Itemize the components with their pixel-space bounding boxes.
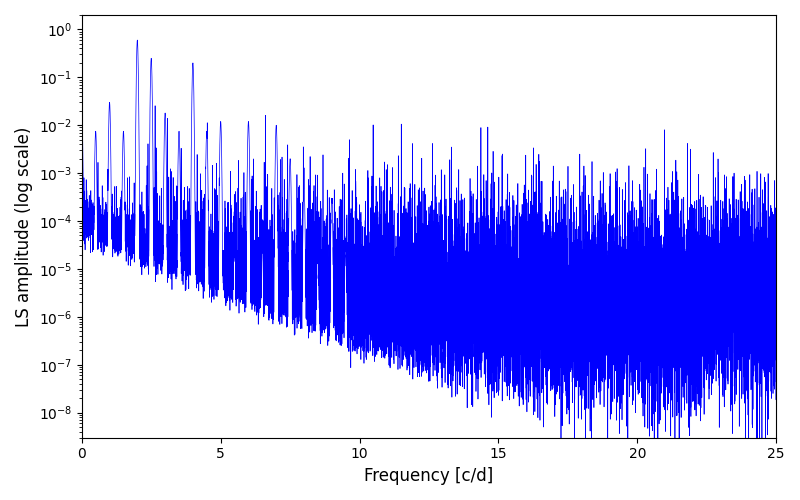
- X-axis label: Frequency [c/d]: Frequency [c/d]: [364, 467, 494, 485]
- Y-axis label: LS amplitude (log scale): LS amplitude (log scale): [15, 126, 33, 326]
